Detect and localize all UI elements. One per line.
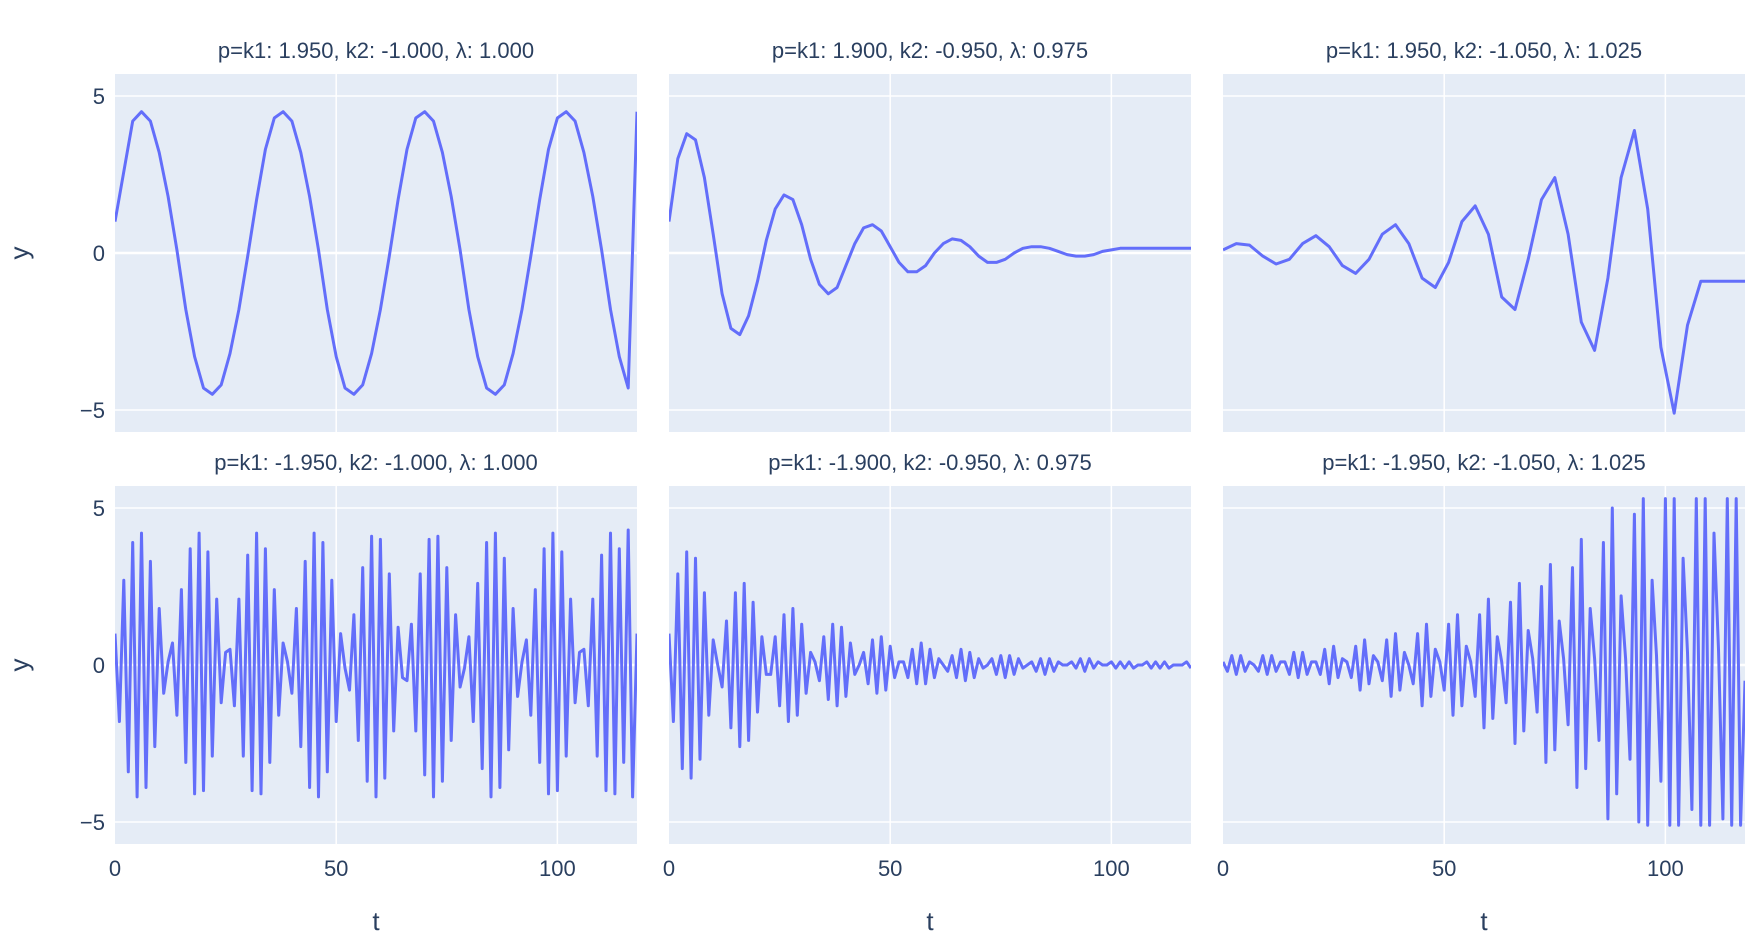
x-tick-label: 50 bbox=[878, 856, 902, 881]
y-tick-label: 0 bbox=[93, 653, 105, 678]
series-line bbox=[115, 528, 637, 799]
subplot-3: p=k1: 1.950, k2: -1.050, λ: 1.025 bbox=[1223, 38, 1745, 432]
y-tick-label: 0 bbox=[93, 241, 105, 266]
subplot-title: p=k1: 1.950, k2: -1.050, λ: 1.025 bbox=[1326, 38, 1642, 63]
series-line bbox=[669, 550, 1191, 780]
y-axis-label: y bbox=[4, 247, 34, 260]
series-line bbox=[115, 110, 637, 396]
subplot-title: p=k1: -1.900, k2: -0.950, λ: 0.975 bbox=[768, 450, 1092, 475]
subplot-title: p=k1: 1.900, k2: -0.950, λ: 0.975 bbox=[772, 38, 1088, 63]
subplot-title: p=k1: -1.950, k2: -1.000, λ: 1.000 bbox=[214, 450, 538, 475]
x-axis-label: t bbox=[372, 906, 380, 936]
series-line bbox=[1223, 497, 1745, 827]
subplot-2: p=k1: 1.900, k2: -0.950, λ: 0.975 bbox=[669, 38, 1191, 432]
y-axis-label: y bbox=[4, 659, 34, 672]
subplot-6: p=k1: -1.950, k2: -1.050, λ: 1.025 0 50 100… bbox=[1217, 450, 1745, 936]
x-axis-label: t bbox=[1480, 906, 1488, 936]
x-axis-label: t bbox=[926, 906, 934, 936]
x-tick-label: 100 bbox=[539, 856, 576, 881]
y-tick-label: −5 bbox=[80, 810, 105, 835]
y-tick-label: −5 bbox=[80, 398, 105, 423]
subplot-title: p=k1: 1.950, k2: -1.000, λ: 1.000 bbox=[218, 38, 534, 63]
x-tick-label: 0 bbox=[109, 856, 121, 881]
subplot-5: p=k1: -1.900, k2: -0.950, λ: 0.975 0 50 100… bbox=[663, 450, 1191, 936]
y-tick-label: 5 bbox=[93, 84, 105, 109]
x-tick-label: 0 bbox=[663, 856, 675, 881]
x-tick-label: 50 bbox=[324, 856, 348, 881]
series-line bbox=[1223, 129, 1745, 415]
x-tick-label: 0 bbox=[1217, 856, 1229, 881]
x-tick-label: 100 bbox=[1647, 856, 1684, 881]
series-line bbox=[669, 132, 1191, 337]
x-tick-label: 50 bbox=[1432, 856, 1456, 881]
y-tick-label: 5 bbox=[93, 496, 105, 521]
subplot-1: p=k1: 1.950, k2: -1.000, λ: 1.000 5 0 −5 y bbox=[4, 38, 637, 432]
x-tick-label: 100 bbox=[1093, 856, 1130, 881]
subplot-title: p=k1: -1.950, k2: -1.050, λ: 1.025 bbox=[1322, 450, 1646, 475]
